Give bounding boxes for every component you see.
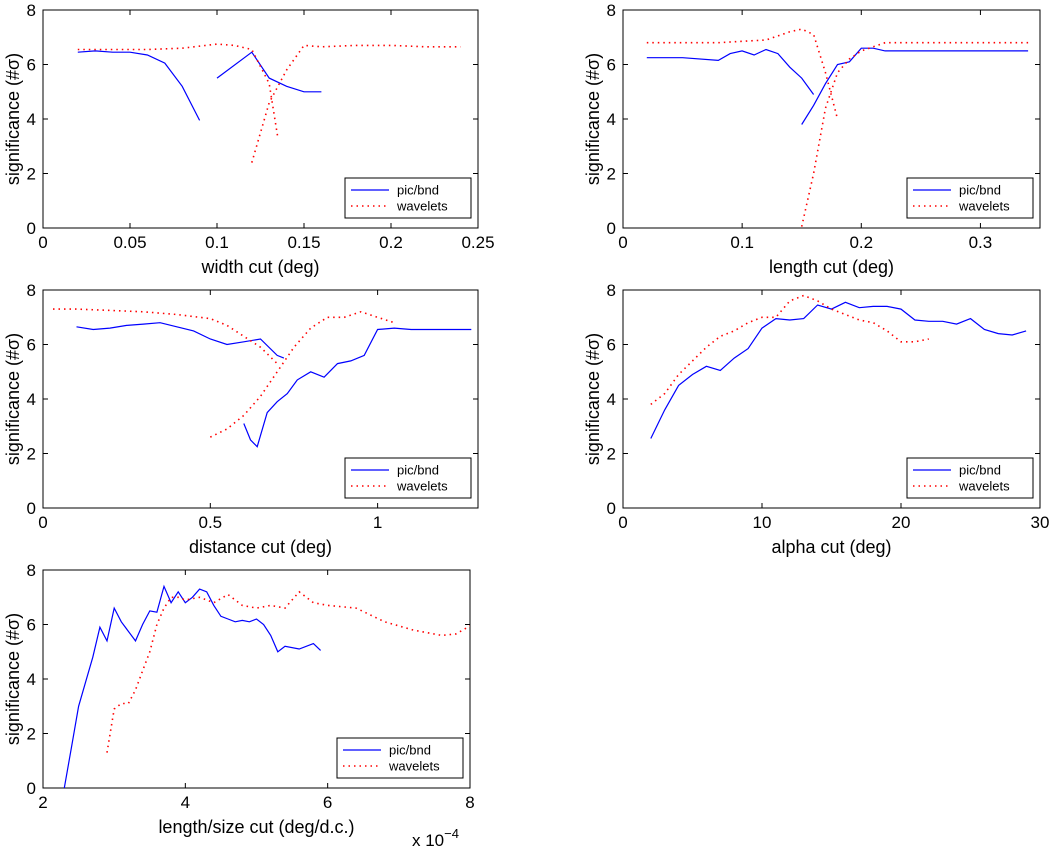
y-tick-label: 6	[27, 56, 36, 75]
legend-label: wavelets	[958, 199, 1010, 214]
legend-label: wavelets	[396, 479, 448, 494]
legend-label: pic/bnd	[959, 183, 1001, 198]
x-tick-label: 0.15	[287, 233, 320, 252]
chart-panel: 0 10 20 30 0 2 4 6 8 alpha cut (deg) significance …	[583, 281, 1049, 557]
y-tick-label: 2	[607, 165, 616, 184]
series-line-pic-bnd	[646, 48, 815, 95]
series-line-wavelets	[650, 294, 929, 406]
series-line-wavelets	[251, 44, 461, 163]
y-tick-label: 4	[607, 390, 616, 409]
y-tick-label: 6	[27, 616, 36, 635]
chart-panel: 0 0.1 0.2 0.3 0 2 4 6 8 length cut (deg) significa…	[583, 1, 1041, 277]
x-tick-label: 0.1	[730, 233, 754, 252]
chart-panel: 0 0.05 0.1 0.15 0.2 0.25 0 2 4 6 8 width cut (deg) s…	[3, 1, 495, 277]
series-line-pic-bnd	[76, 322, 285, 359]
y-tick-label: 4	[607, 110, 616, 129]
y-tick-label: 4	[27, 110, 36, 129]
y-tick-label: 0	[607, 219, 616, 238]
y-tick-label: 0	[607, 499, 616, 518]
legend-label: wavelets	[388, 759, 440, 774]
y-tick-label: 6	[607, 336, 616, 355]
series-line-pic-bnd	[650, 301, 1027, 439]
x-axis-label: distance cut (deg)	[189, 537, 332, 557]
y-tick-label: 8	[607, 1, 616, 20]
series-line-wavelets	[77, 43, 279, 139]
x-axis-label: length cut (deg)	[769, 257, 894, 277]
y-axis-label: significance (#σ)	[3, 613, 23, 745]
y-tick-label: 4	[27, 390, 36, 409]
x-tick-label: 0.25	[461, 233, 494, 252]
series-line-pic-bnd	[801, 47, 1029, 125]
legend-box	[906, 457, 1034, 499]
series-line-wavelets	[106, 590, 470, 753]
x-tick-label: 8	[465, 793, 474, 812]
y-tick-label: 8	[27, 281, 36, 300]
x-tick-label: 30	[1031, 513, 1050, 532]
series-line-wavelets	[209, 310, 395, 438]
series-line-pic-bnd	[63, 584, 322, 788]
x-tick-label: 6	[323, 793, 332, 812]
x-tick-label: 0.5	[198, 513, 222, 532]
x-tick-label: 0.05	[113, 233, 146, 252]
y-tick-label: 6	[607, 56, 616, 75]
x-axis-multiplier-exponent: −4	[444, 826, 459, 841]
x-tick-label: 0.3	[969, 233, 993, 252]
legend-box	[344, 457, 472, 499]
legend-label: wavelets	[396, 199, 448, 214]
legend-label: pic/bnd	[389, 743, 431, 758]
y-tick-label: 8	[607, 281, 616, 300]
series-line-wavelets	[800, 41, 1029, 227]
x-axis-label: alpha cut (deg)	[771, 537, 891, 557]
y-axis-label: significance (#σ)	[583, 53, 603, 185]
y-tick-label: 8	[27, 561, 36, 580]
x-tick-label: 0.1	[205, 233, 229, 252]
x-tick-label: 2	[38, 793, 47, 812]
x-tick-label: 1	[373, 513, 382, 532]
y-tick-label: 0	[27, 219, 36, 238]
series-line-pic-bnd	[243, 327, 472, 448]
x-tick-label: 20	[892, 513, 911, 532]
x-axis-label: length/size cut (deg/d.c.)	[158, 817, 354, 837]
y-tick-label: 6	[27, 336, 36, 355]
x-tick-label: 4	[181, 793, 190, 812]
legend-label: pic/bnd	[959, 463, 1001, 478]
series-line-pic-bnd	[216, 51, 322, 93]
y-tick-label: 2	[27, 725, 36, 744]
legend-box	[336, 737, 464, 779]
legend-box	[344, 177, 472, 219]
series-line-wavelets	[53, 308, 278, 365]
legend-label: pic/bnd	[397, 183, 439, 198]
x-tick-label: 0.2	[379, 233, 403, 252]
series-line-pic-bnd	[77, 50, 201, 121]
x-tick-label: 10	[753, 513, 772, 532]
x-tick-label: 0.2	[849, 233, 873, 252]
y-axis-label: significance (#σ)	[3, 333, 23, 465]
series-line-wavelets	[646, 28, 839, 120]
legend-label: pic/bnd	[397, 463, 439, 478]
legend-box	[906, 177, 1034, 219]
y-tick-label: 0	[27, 779, 36, 798]
x-axis-label: width cut (deg)	[200, 257, 319, 277]
y-tick-label: 8	[27, 1, 36, 20]
chart-panel: 0 0.5 1 0 2 4 6 8 distance cut (deg) significance…	[3, 281, 479, 557]
y-tick-label: 2	[607, 445, 616, 464]
x-tick-label: 0	[618, 233, 627, 252]
y-tick-label: 2	[27, 445, 36, 464]
y-tick-label: 4	[27, 670, 36, 689]
x-tick-label: 0	[618, 513, 627, 532]
y-axis-label: significance (#σ)	[3, 53, 23, 185]
x-tick-label: 0	[38, 233, 47, 252]
x-axis-multiplier: x 10−4	[412, 826, 459, 850]
legend-label: wavelets	[958, 479, 1010, 494]
x-tick-label: 0	[38, 513, 47, 532]
x-axis-multiplier-base: x 10	[412, 831, 444, 850]
y-axis-label: significance (#σ)	[583, 333, 603, 465]
y-tick-label: 0	[27, 499, 36, 518]
y-tick-label: 2	[27, 165, 36, 184]
